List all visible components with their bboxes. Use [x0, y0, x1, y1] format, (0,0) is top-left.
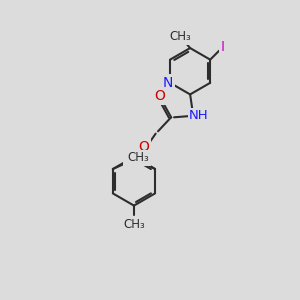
Text: O: O [154, 89, 165, 103]
Text: I: I [221, 40, 225, 54]
Text: CH₃: CH₃ [170, 30, 191, 43]
Text: O: O [138, 140, 149, 154]
Text: Cl: Cl [125, 154, 138, 166]
Text: NH: NH [189, 109, 209, 122]
Text: CH₃: CH₃ [128, 151, 149, 164]
Text: N: N [163, 76, 173, 90]
Text: CH₃: CH₃ [123, 218, 145, 231]
